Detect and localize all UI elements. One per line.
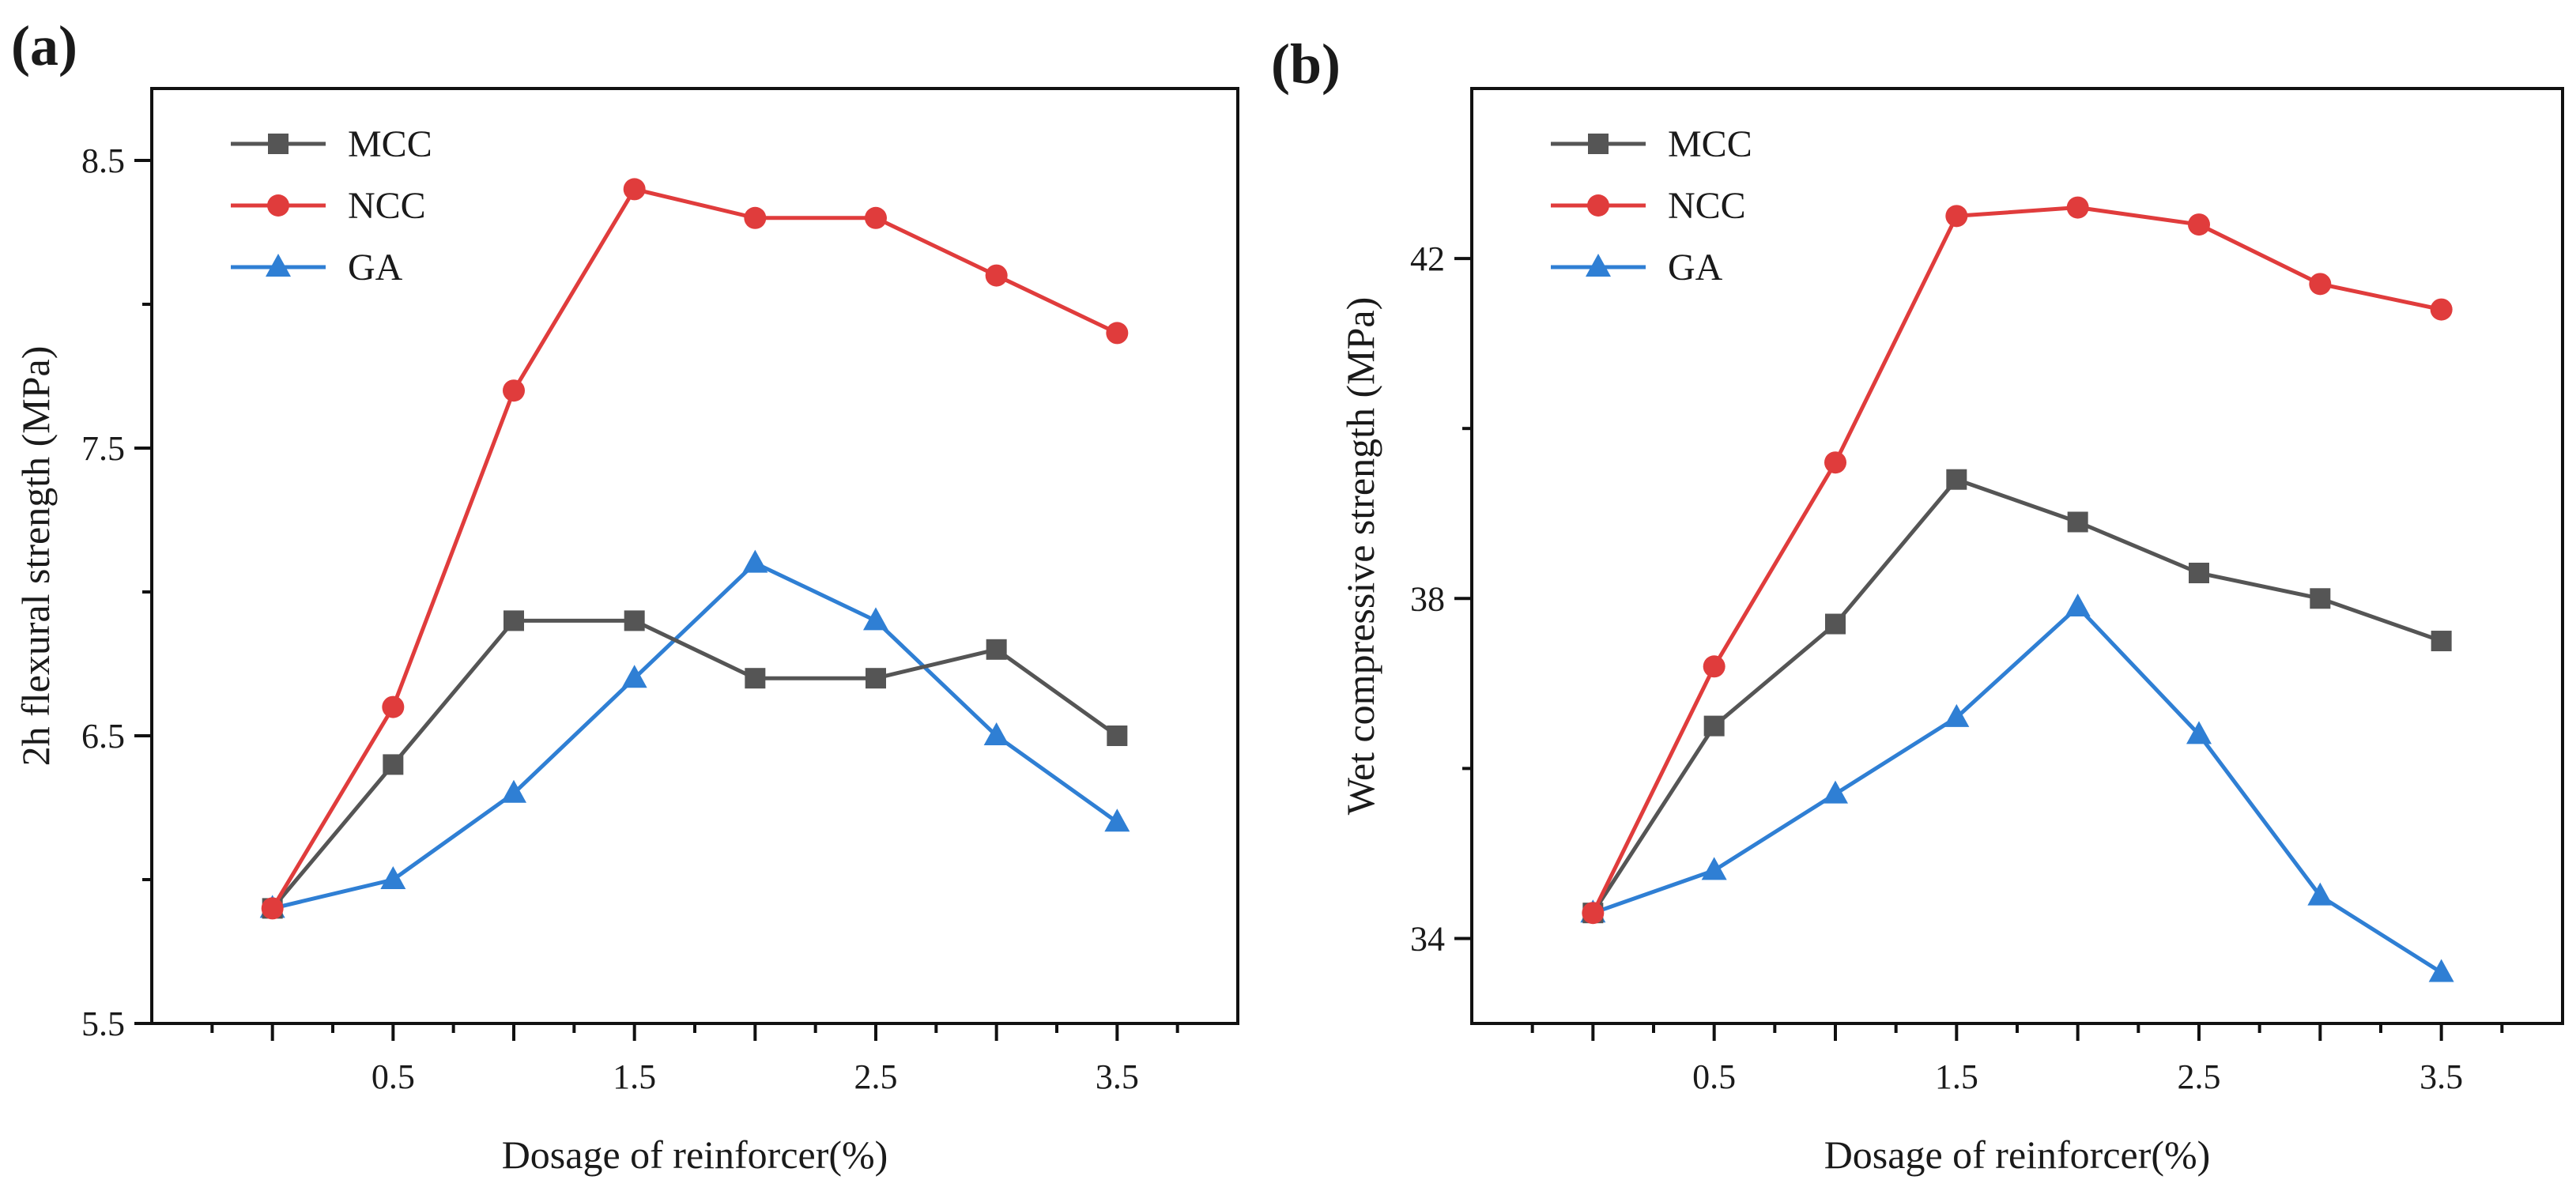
data-point-ga: [983, 722, 1009, 745]
y-tick-label: 38: [1410, 579, 1445, 618]
data-point-mcc: [986, 639, 1007, 660]
series-ncc: [1582, 196, 2453, 925]
x-tick-label: 0.5: [1692, 1057, 1736, 1096]
y-tick-label: 7.5: [81, 429, 125, 468]
data-point-ncc: [2188, 213, 2210, 236]
data-point-ga: [501, 779, 526, 803]
legend-label: MCC: [348, 123, 432, 165]
x-axis-title: Dosage of reinforcer(%): [1824, 1133, 2211, 1177]
data-point-ga: [863, 607, 888, 631]
plot-frame: [150, 87, 1239, 1025]
data-point-ncc: [1945, 205, 1968, 228]
panel-label: (b): [1271, 32, 1341, 96]
panel-label: (a): [11, 14, 77, 77]
data-point-mcc: [2431, 631, 2452, 652]
plot-frame: [1470, 87, 2564, 1025]
legend-label: NCC: [1668, 185, 1746, 227]
legend-marker: [1586, 254, 1611, 277]
data-point-ncc: [503, 379, 525, 402]
data-point-ga: [1944, 703, 1970, 727]
series-line-ga: [272, 560, 1118, 910]
y-axis-title: 2h flexural strength (MPa): [13, 346, 58, 767]
chart-panel-b: (b) 34 38 42 0.5 1.5 2.5 3.5 Dosage of reinforce…: [1271, 32, 2564, 1177]
data-point-ncc: [623, 178, 646, 201]
x-tick-label: 3.5: [1096, 1057, 1139, 1096]
series-line-ncc: [1591, 205, 2442, 914]
data-point-ga: [1104, 808, 1130, 832]
legend: MCC NCC GA: [1551, 123, 1752, 288]
data-point-mcc: [1107, 726, 1128, 746]
series-line-ncc: [270, 187, 1118, 910]
y-tick-label: 5.5: [81, 1004, 125, 1043]
series-line-ga: [1592, 604, 2443, 974]
series-ga: [259, 549, 1130, 918]
data-point-mcc: [866, 668, 886, 689]
legend-label: NCC: [348, 185, 426, 227]
data-point-ga: [380, 866, 406, 889]
data-point-mcc: [2067, 511, 2088, 533]
y-tick-label: 34: [1410, 919, 1445, 958]
data-point-mcc: [624, 610, 645, 631]
x-tick-label: 3.5: [2419, 1057, 2463, 1096]
legend-marker: [267, 194, 289, 217]
data-point-mcc: [1946, 469, 1967, 490]
data-point-ga: [2307, 882, 2333, 906]
data-point-ncc: [1106, 322, 1129, 345]
data-point-ga: [621, 665, 647, 688]
data-point-ncc: [865, 206, 887, 229]
data-point-mcc: [2189, 563, 2209, 584]
data-point-mcc: [2310, 588, 2331, 609]
chart-panel-a: (a) 5.5 6.5 7.5 8.5 0.5 1.5 2.5 3.5 Dosage of rei…: [11, 14, 1239, 1177]
legend-label: GA: [1668, 247, 1723, 288]
data-point-ga: [742, 549, 768, 573]
x-tick-label: 1.5: [1935, 1057, 1978, 1096]
data-point-ncc: [382, 695, 405, 718]
series-line-mcc: [270, 618, 1118, 910]
legend-marker: [266, 254, 291, 277]
legend-marker: [268, 134, 289, 154]
data-point-ncc: [744, 206, 767, 229]
data-point-ncc: [2309, 273, 2332, 296]
data-point-ga: [2186, 721, 2212, 744]
data-point-ga: [2065, 594, 2091, 617]
y-tick-label: 6.5: [81, 717, 125, 756]
data-point-ga: [1823, 780, 1848, 804]
data-point-ncc: [2430, 298, 2453, 321]
y-axis-title: Wet compressive strength (MPa): [1338, 297, 1382, 816]
y-tick-label: 42: [1410, 239, 1445, 278]
data-point-ga: [1701, 857, 1727, 880]
series-ga: [1580, 594, 2454, 982]
data-point-mcc: [383, 754, 404, 775]
x-axis-title: Dosage of reinforcer(%): [502, 1133, 888, 1177]
legend-label: GA: [348, 247, 403, 288]
data-point-mcc: [504, 610, 524, 631]
data-point-ncc: [1703, 655, 1726, 678]
data-point-ncc: [985, 264, 1008, 287]
legend-marker: [1588, 134, 1609, 154]
series-ncc: [261, 178, 1129, 920]
legend-label: MCC: [1668, 123, 1752, 165]
series-mcc: [1582, 469, 2452, 924]
data-point-mcc: [745, 668, 766, 689]
x-tick-label: 0.5: [372, 1057, 415, 1096]
data-point-mcc: [1703, 715, 1725, 737]
series-line-mcc: [1591, 477, 2442, 914]
data-point-ncc: [1824, 451, 1846, 474]
y-tick-label: 8.5: [81, 141, 125, 180]
data-point-ncc: [1582, 902, 1605, 925]
data-point-ncc: [261, 897, 284, 920]
legend-marker: [1587, 194, 1609, 217]
legend: MCC NCC GA: [231, 123, 432, 288]
data-point-ncc: [2066, 196, 2089, 219]
x-tick-label: 2.5: [2178, 1057, 2221, 1096]
data-point-ga: [2428, 959, 2454, 982]
x-tick-label: 1.5: [613, 1057, 656, 1096]
x-tick-label: 2.5: [854, 1057, 898, 1096]
data-point-mcc: [1825, 613, 1846, 635]
